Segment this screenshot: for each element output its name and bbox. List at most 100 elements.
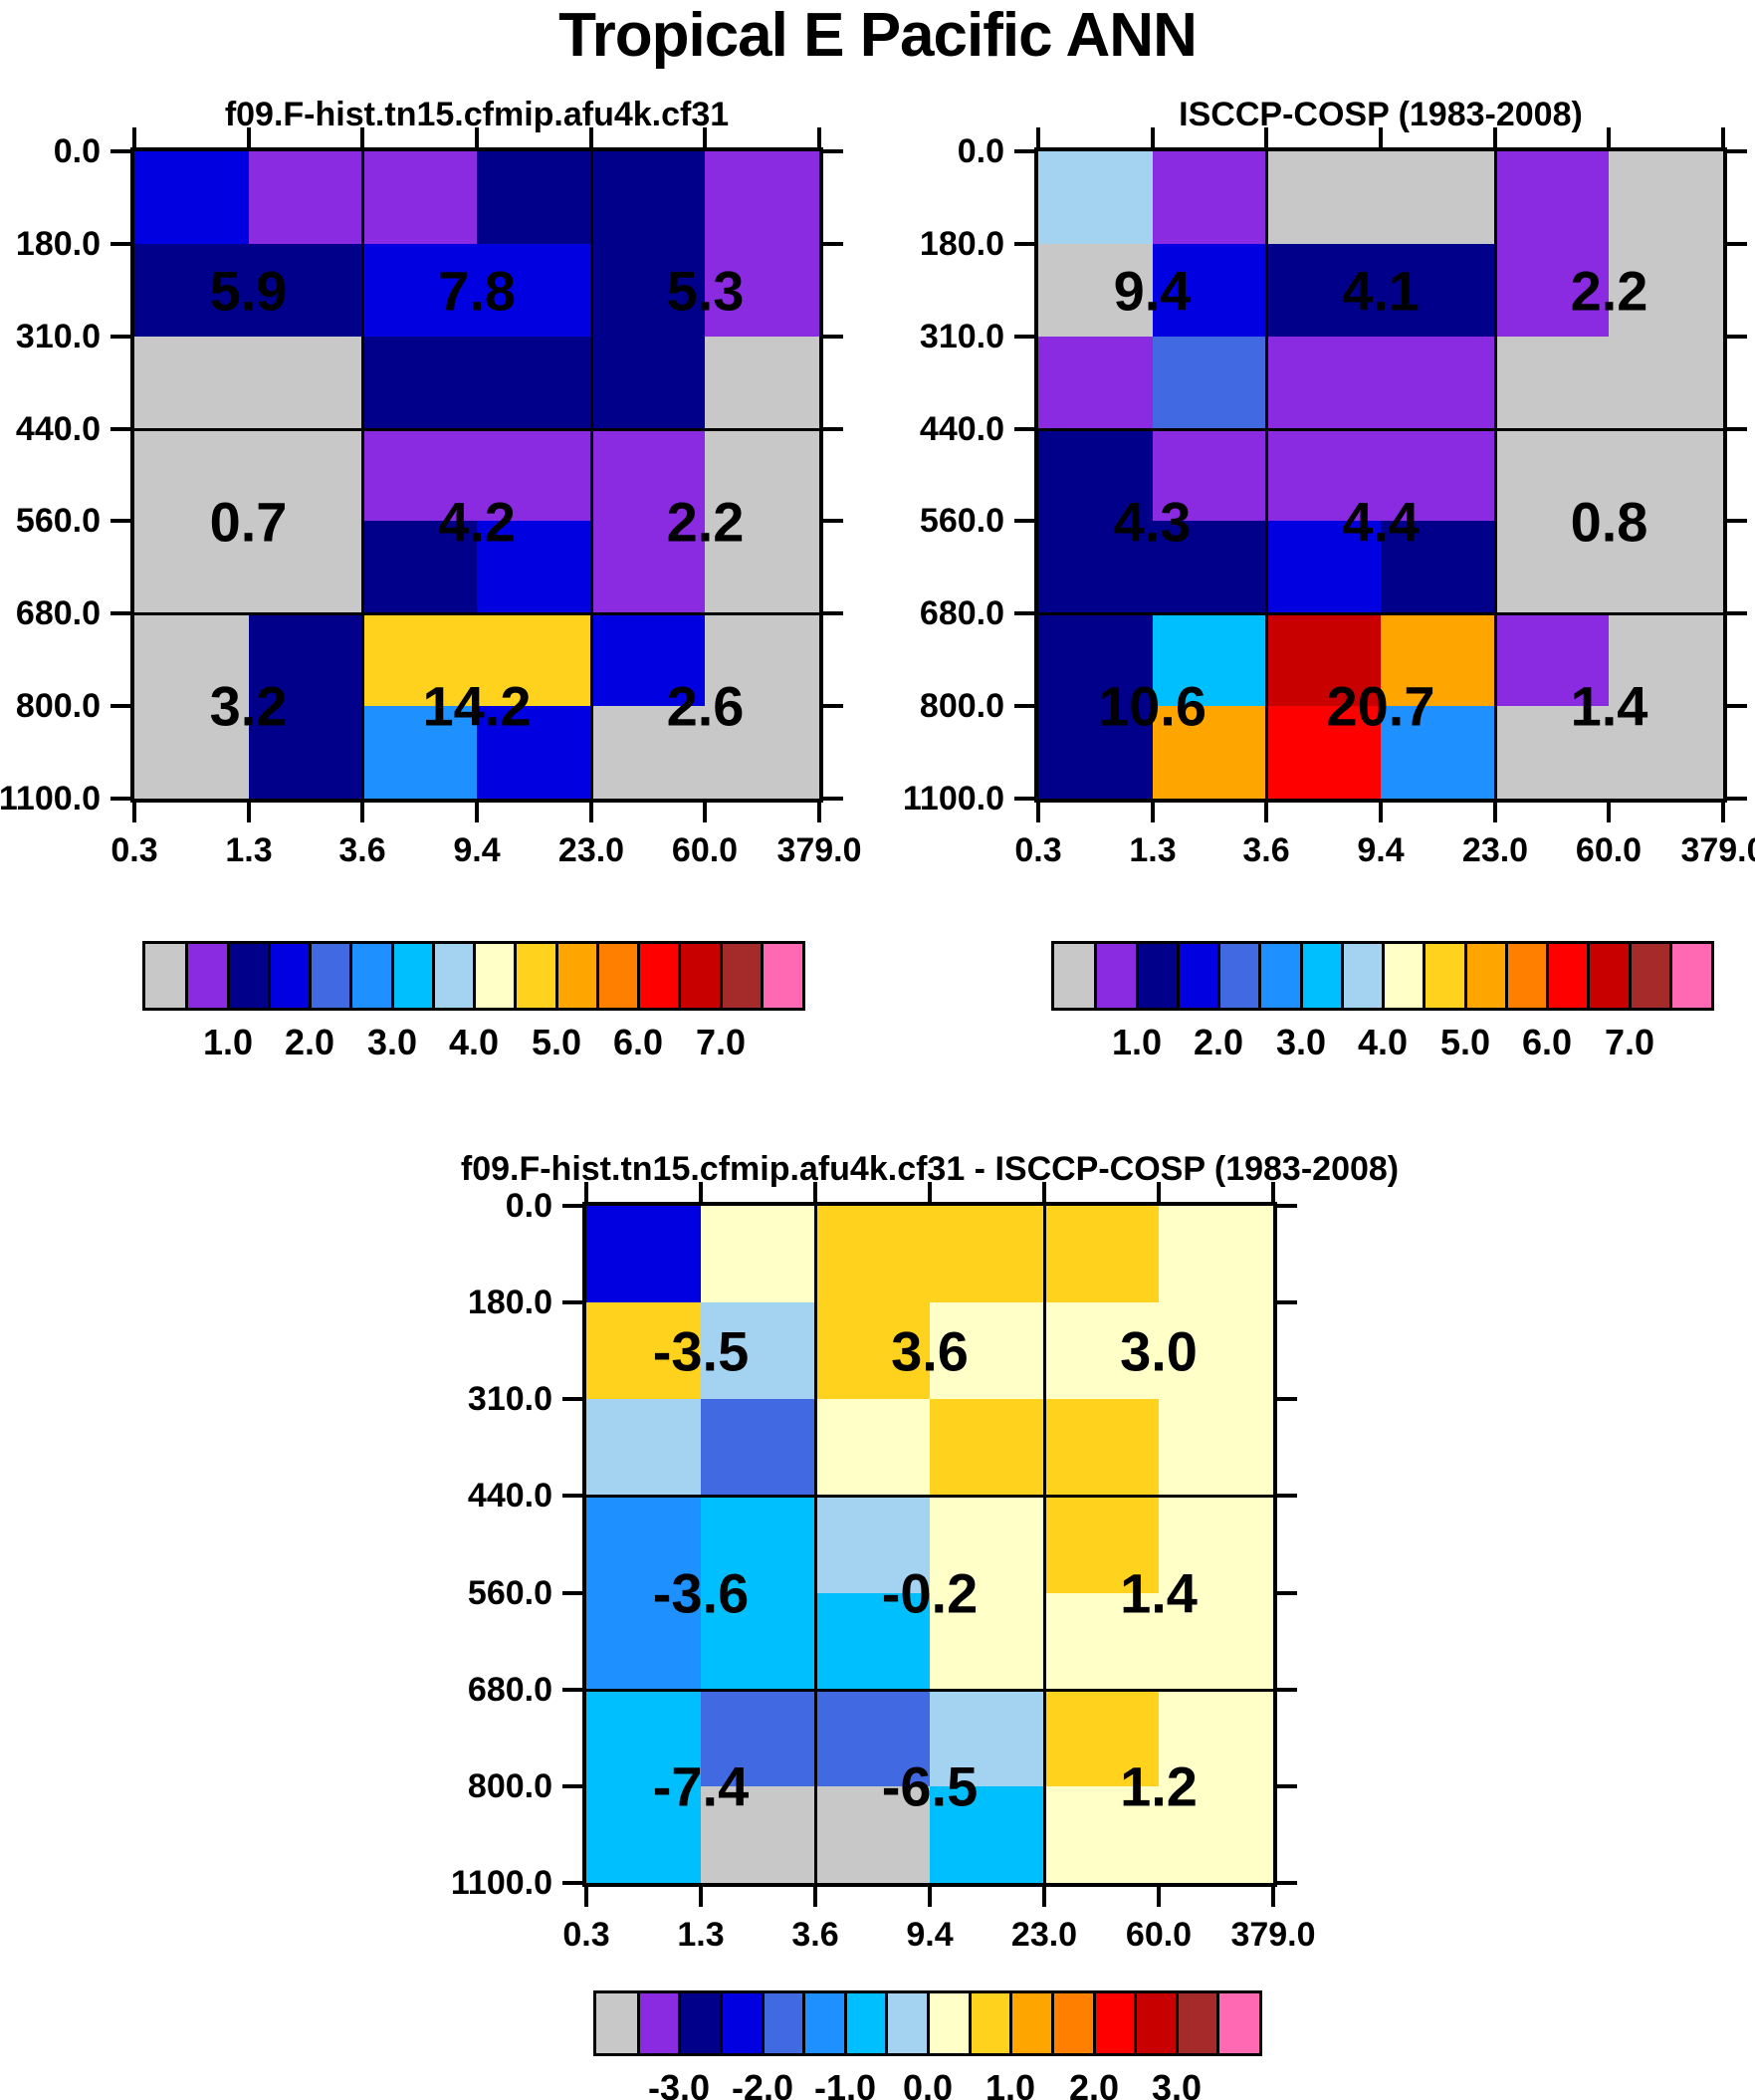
colorbar-swatch bbox=[845, 1993, 886, 2053]
axis-tick bbox=[1014, 149, 1034, 153]
heatmap-cell bbox=[705, 337, 819, 429]
heatmap-cell bbox=[1495, 244, 1609, 337]
axis-tick bbox=[360, 803, 364, 822]
colorbar-swatch bbox=[1218, 944, 1259, 1008]
y-tick-label: 800.0 bbox=[15, 687, 101, 725]
axis-tick bbox=[110, 242, 130, 246]
block-value-label: 4.3 bbox=[1113, 490, 1192, 553]
heatmap-cell bbox=[705, 613, 819, 706]
axis-tick bbox=[562, 1204, 582, 1208]
colorbar-swatch bbox=[1137, 944, 1178, 1008]
heatmap-cell bbox=[1159, 1786, 1273, 1883]
colorbar-separator bbox=[1546, 944, 1549, 1008]
heatmap-cell bbox=[591, 337, 705, 429]
axis-tick bbox=[1277, 1300, 1297, 1304]
colorbar-separator bbox=[1051, 1993, 1054, 2053]
block-value-label: 1.4 bbox=[1570, 674, 1648, 738]
x-tick-label: 1.3 bbox=[677, 1916, 725, 1954]
axis-tick bbox=[1727, 797, 1747, 801]
block-value-label: 4.4 bbox=[1342, 490, 1420, 553]
axis-tick bbox=[1042, 1887, 1046, 1907]
heatmap-cell bbox=[1266, 151, 1381, 244]
heatmap-cell bbox=[591, 244, 705, 337]
heatmap-cell bbox=[477, 521, 591, 613]
colorbar-separator bbox=[1423, 944, 1426, 1008]
heatmap-cell bbox=[1609, 706, 1723, 799]
heatmap-cell bbox=[1266, 244, 1381, 337]
x-tick-label: 23.0 bbox=[557, 831, 625, 869]
heatmap-cell bbox=[1044, 1786, 1159, 1883]
y-tick-label: 440.0 bbox=[15, 410, 101, 448]
colorbar-swatch bbox=[1630, 944, 1670, 1008]
colorbar-label: 5.0 bbox=[1439, 1022, 1491, 1062]
heatmap-cell bbox=[362, 613, 477, 706]
axis-tick bbox=[1264, 127, 1268, 147]
x-tick-label: 0.3 bbox=[1014, 831, 1062, 869]
y-tick-label: 180.0 bbox=[919, 225, 1004, 263]
block-gridline-horizontal bbox=[1038, 428, 1723, 431]
colorbar-separator bbox=[555, 944, 558, 1008]
colorbar-obs bbox=[1051, 941, 1714, 1011]
axis-tick bbox=[1014, 242, 1034, 246]
colorbar-diff bbox=[593, 1990, 1262, 2056]
heatmap-cell bbox=[705, 151, 819, 244]
axis-tick bbox=[1151, 803, 1155, 822]
heatmap-cell bbox=[134, 151, 249, 244]
axis-tick bbox=[475, 127, 479, 147]
heatmap-cell bbox=[1381, 244, 1495, 337]
axis-tick bbox=[1036, 803, 1040, 822]
heatmap-cell bbox=[1381, 613, 1495, 706]
axis-tick bbox=[1493, 803, 1497, 822]
block-value-label: 20.7 bbox=[1326, 674, 1435, 738]
colorbar-separator bbox=[349, 944, 352, 1008]
axis-tick bbox=[1157, 1887, 1161, 1907]
heatmap-cell bbox=[1153, 151, 1266, 244]
y-tick-label: 560.0 bbox=[919, 502, 1004, 540]
heatmap-cell bbox=[705, 429, 819, 521]
block-value-label: -3.5 bbox=[652, 1319, 750, 1382]
heatmap-cell bbox=[1038, 151, 1153, 244]
heatmap-cell bbox=[1495, 429, 1609, 521]
axis-tick bbox=[1157, 1182, 1161, 1202]
axis-tick bbox=[1727, 335, 1747, 339]
block-value-label: -3.6 bbox=[652, 1561, 750, 1624]
axis-tick bbox=[110, 611, 130, 615]
heatmap-cell bbox=[477, 337, 591, 429]
colorbar-separator bbox=[596, 944, 599, 1008]
colorbar-swatch bbox=[721, 944, 762, 1008]
x-tick-label: 3.6 bbox=[338, 831, 386, 869]
axis-tick bbox=[699, 1182, 703, 1202]
x-tick-label: 60.0 bbox=[1125, 1916, 1193, 1954]
axis-tick bbox=[110, 797, 130, 801]
heatmap-cell bbox=[477, 613, 591, 706]
colorbar-separator bbox=[227, 944, 230, 1008]
heatmap-cell bbox=[477, 244, 591, 337]
heatmap-cell bbox=[1266, 337, 1381, 429]
axis-tick bbox=[823, 611, 843, 615]
x-tick-label: 379.0 bbox=[776, 831, 862, 869]
colorbar-separator bbox=[1177, 944, 1180, 1008]
colorbar-swatch bbox=[1383, 944, 1424, 1008]
axis-tick bbox=[110, 427, 130, 431]
axis-tick bbox=[562, 1494, 582, 1498]
heatmap-cell bbox=[591, 429, 705, 521]
heatmap-cell bbox=[1159, 1593, 1273, 1690]
y-tick-label: 0.0 bbox=[957, 132, 1004, 170]
colorbar-label: 7.0 bbox=[1604, 1022, 1655, 1062]
colorbar-separator bbox=[1009, 1993, 1012, 2053]
y-tick-label: 310.0 bbox=[467, 1380, 552, 1418]
axis-tick bbox=[928, 1887, 932, 1907]
heatmap-cell bbox=[1266, 521, 1381, 613]
axis-tick bbox=[562, 1397, 582, 1401]
heatmap-cell bbox=[930, 1690, 1044, 1786]
heatmap-cell bbox=[249, 429, 362, 521]
heatmap-cell bbox=[586, 1496, 701, 1593]
colorbar-swatch bbox=[597, 944, 638, 1008]
heatmap-cell bbox=[815, 1206, 930, 1302]
colorbar-swatch bbox=[970, 1993, 1010, 2053]
y-tick-label: 1100.0 bbox=[450, 1864, 552, 1902]
block-value-label: 3.6 bbox=[891, 1319, 969, 1382]
colorbar-swatch bbox=[721, 1993, 763, 2053]
heatmap-cell bbox=[1495, 613, 1609, 706]
